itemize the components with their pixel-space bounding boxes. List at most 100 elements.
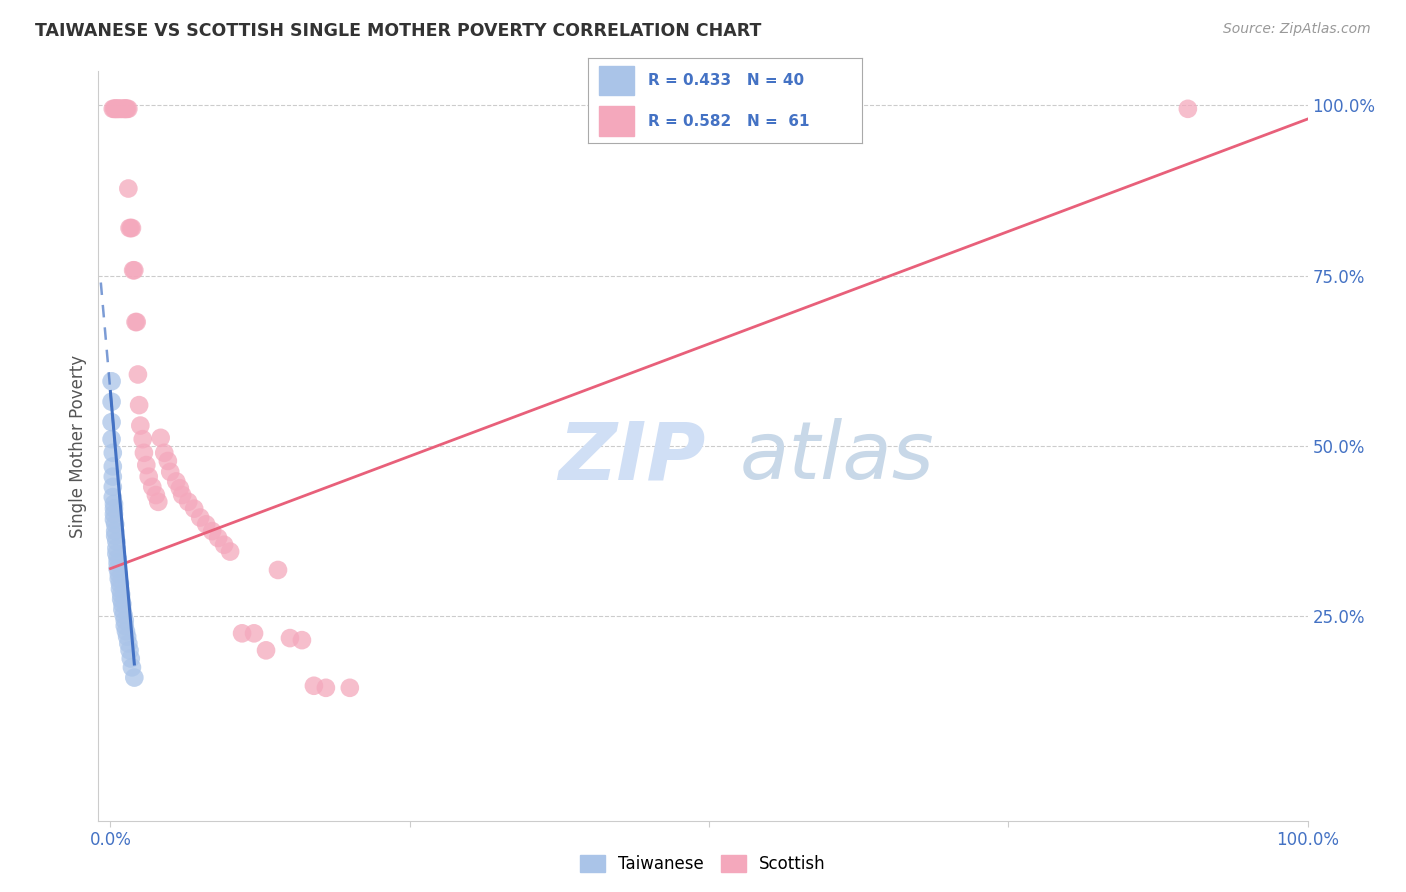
Point [207,531,229,545]
Point [145,488,167,502]
Point [172,488,194,502]
Point [100,432,122,446]
Point [110,587,132,601]
Point [101,490,124,504]
Point [339,681,361,695]
Text: R = 0.582   N =  61: R = 0.582 N = 61 [648,113,810,128]
Point [107,561,129,575]
Point [107,102,129,116]
Point [101,480,124,494]
Point [115,624,138,639]
Point [105,541,128,556]
Point [120,221,142,235]
Point [129,418,152,433]
Point [111,597,134,611]
Point [110,102,132,116]
Point [156,454,179,468]
Point [108,582,131,596]
Point [114,619,136,633]
Point [231,626,253,640]
Text: TAIWANESE VS SCOTTISH SINGLE MOTHER POVERTY CORRELATION CHART: TAIWANESE VS SCOTTISH SINGLE MOTHER POVE… [35,22,762,40]
Point [267,563,290,577]
Point [117,181,139,195]
Point [124,263,146,277]
Point [135,458,157,472]
Point [138,469,160,483]
Point [105,534,128,549]
Point [117,102,139,116]
Point [212,538,235,552]
Point [103,102,125,116]
Point [315,681,337,695]
Point [104,102,127,116]
Text: ZIP: ZIP [558,418,706,496]
Point [243,626,266,640]
Point [124,671,146,685]
Point [101,102,124,116]
Point [105,102,128,116]
Point [278,631,301,645]
Point [124,315,146,329]
Point [128,398,150,412]
Point [195,517,218,532]
Point [108,576,131,591]
Point [122,263,145,277]
Point [153,446,176,460]
Point [100,415,122,429]
Point [114,102,136,116]
Point [165,475,187,489]
Point [105,547,128,561]
Point [188,510,211,524]
Point [121,660,143,674]
Point [115,102,138,116]
Point [219,544,242,558]
Point [118,221,141,235]
Point [103,501,125,516]
Point [159,465,181,479]
Point [104,517,127,532]
Point [114,102,136,116]
Point [100,374,122,388]
Point [148,495,170,509]
Point [107,551,129,566]
Point [115,630,138,644]
Point [120,651,142,665]
Point [112,607,135,622]
Legend: Taiwanese, Scottish: Taiwanese, Scottish [574,848,832,880]
Point [132,432,155,446]
Point [169,481,191,495]
Point [254,643,277,657]
Point [107,102,129,116]
Point [101,459,124,474]
Point [107,567,129,582]
Point [103,497,125,511]
Bar [599,66,634,95]
Point [114,613,136,627]
Point [149,431,172,445]
Point [101,469,124,483]
Point [104,102,127,116]
Point [107,102,129,116]
Point [118,643,141,657]
Point [127,368,149,382]
Point [115,102,138,116]
Point [103,512,125,526]
Point [183,501,205,516]
Point [115,102,138,116]
Text: atlas: atlas [740,418,934,496]
Y-axis label: Single Mother Poverty: Single Mother Poverty [69,354,87,538]
Text: R = 0.433   N = 40: R = 0.433 N = 40 [648,73,804,88]
Point [302,679,325,693]
Point [125,315,148,329]
Point [100,394,122,409]
Point [101,446,124,460]
Point [177,495,200,509]
Point [121,221,143,235]
Point [103,507,125,521]
Point [111,602,134,616]
Text: Source: ZipAtlas.com: Source: ZipAtlas.com [1223,22,1371,37]
Point [104,524,127,538]
Point [132,446,155,460]
Point [1177,102,1199,116]
Point [111,102,134,116]
